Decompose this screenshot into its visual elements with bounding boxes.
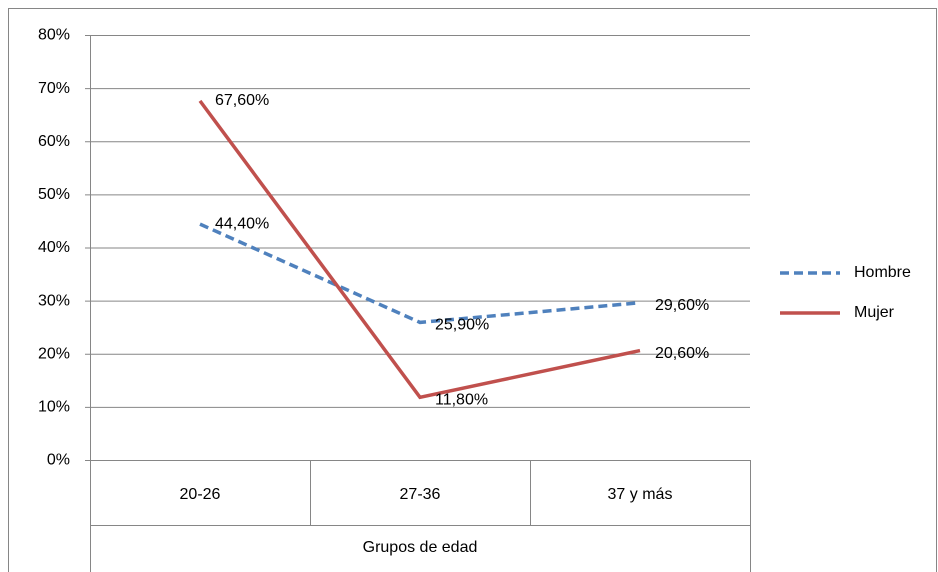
y-tick-label: 50% bbox=[38, 186, 70, 203]
y-tick-label: 70% bbox=[38, 80, 70, 97]
series-line bbox=[198, 99, 641, 400]
y-tick-label: 0% bbox=[47, 452, 70, 469]
y-tick-label: 80% bbox=[38, 27, 70, 44]
x-tick-label: 37 y más bbox=[608, 486, 673, 503]
data-label: 11,80% bbox=[435, 392, 488, 409]
data-label: 20,60% bbox=[655, 345, 709, 362]
data-label: 44,40% bbox=[215, 215, 269, 232]
y-tick-label: 30% bbox=[38, 292, 70, 309]
y-tick-label: 40% bbox=[38, 239, 70, 256]
y-tick-label: 10% bbox=[38, 399, 70, 416]
x-tick-label: 20-26 bbox=[180, 486, 221, 503]
legend-label: Hombre bbox=[854, 264, 911, 281]
y-tick-label: 20% bbox=[38, 345, 70, 362]
x-tick-label: 27-36 bbox=[400, 486, 441, 503]
chart-border bbox=[8, 8, 937, 572]
y-tick-label: 60% bbox=[38, 133, 70, 150]
data-label: 29,60% bbox=[655, 297, 709, 314]
legend-label: Mujer bbox=[854, 304, 895, 321]
data-label: 67,60% bbox=[215, 92, 269, 109]
series-line bbox=[199, 222, 641, 325]
x-axis-title: Grupos de edad bbox=[363, 539, 478, 556]
data-label: 25,90% bbox=[435, 317, 489, 334]
